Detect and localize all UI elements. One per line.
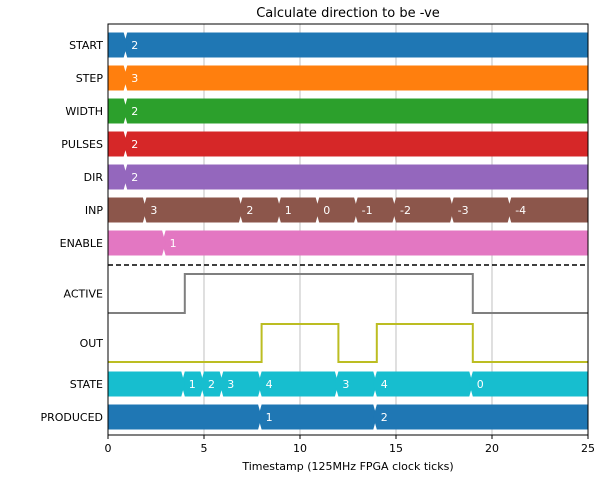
segment-value-label: 2 (131, 171, 138, 184)
segment-value-label: 1 (189, 378, 196, 391)
bus-segment-produced (258, 404, 377, 430)
bit-waveform-out (108, 323, 588, 363)
row-label-inp: INP (85, 204, 103, 217)
row-label-pulses: PULSES (61, 138, 103, 151)
bus-segment-step-initial (108, 65, 128, 91)
x-tick-label: 15 (389, 442, 403, 455)
bit-waveform-active (108, 273, 588, 314)
bus-segment-pulses (123, 131, 588, 157)
bus-segment-inp (507, 197, 588, 223)
bus-segment-inp (392, 197, 454, 223)
row-label-state: STATE (70, 378, 103, 391)
bus-segment-inp (238, 197, 281, 223)
segment-value-label: 3 (150, 204, 157, 217)
bus-segment-start (123, 32, 588, 58)
bus-segment-enable-initial (108, 230, 166, 256)
row-label-start: START (69, 39, 103, 52)
axes: 0 5 10 15 20 25 (105, 23, 595, 455)
segment-value-label: -3 (458, 204, 469, 217)
bus-segment-produced-initial (108, 404, 262, 430)
segment-value-label: 2 (131, 105, 138, 118)
row-label-produced: PRODUCED (40, 411, 103, 424)
segment-value-label: 1 (266, 411, 273, 424)
row-label-dir: DIR (84, 171, 104, 184)
x-axis-label: Timestamp (125MHz FPGA clock ticks) (241, 460, 453, 473)
bus-segment-inp (142, 197, 243, 223)
x-tick-label: 5 (201, 442, 208, 455)
chart-title: Calculate direction to be -ve (256, 6, 440, 21)
segment-value-label: 2 (381, 411, 388, 424)
segment-value-label: -2 (400, 204, 411, 217)
bus-segment-state (181, 371, 204, 397)
segment-value-label: 3 (342, 378, 349, 391)
segment-value-label: 2 (131, 138, 138, 151)
bus-segment-state (200, 371, 224, 397)
segment-value-label: 0 (323, 204, 330, 217)
bus-segment-inp (315, 197, 358, 223)
segment-value-label: 1 (285, 204, 292, 217)
bus-segment-dir (123, 164, 588, 190)
bus-segment-dir-initial (108, 164, 128, 190)
bus-segment-state (219, 371, 262, 397)
row-label-width: WIDTH (65, 105, 103, 118)
bus-segment-inp-initial (108, 197, 147, 223)
segment-value-label: 3 (227, 378, 234, 391)
x-tick-label: 25 (581, 442, 595, 455)
row-label-step: STEP (76, 72, 104, 85)
segment-value-label: 2 (246, 204, 253, 217)
row-label-active: ACTIVE (64, 288, 104, 301)
x-gridlines (203, 24, 493, 435)
segment-value-label: 4 (266, 378, 273, 391)
bus-segment-state (373, 371, 473, 397)
bus-segment-produced (373, 404, 588, 430)
bus-segment-state-initial (108, 371, 185, 397)
segment-value-label: 3 (131, 72, 138, 85)
bus-segment-state (258, 371, 339, 397)
bus-segment-state (469, 371, 588, 397)
x-tick-label: 0 (105, 442, 112, 455)
bus-segment-pulses-initial (108, 131, 128, 157)
bus-segment-step (123, 65, 588, 91)
bus-segment-width (123, 98, 588, 124)
segment-value-label: 2 (208, 378, 215, 391)
bus-segment-enable (162, 230, 588, 256)
bus-segment-state (334, 371, 377, 397)
bus-segment-inp (277, 197, 320, 223)
segment-value-label: -4 (515, 204, 526, 217)
segment-value-label: 4 (381, 378, 388, 391)
segment-value-label: 0 (477, 378, 484, 391)
x-tick-label: 10 (293, 442, 307, 455)
bus-segment-width-initial (108, 98, 128, 124)
segment-value-label: -1 (362, 204, 373, 217)
x-tick-label: 20 (485, 442, 499, 455)
bus-segment-inp (354, 197, 396, 223)
segment-value-label: 1 (170, 237, 177, 250)
row-label-out: OUT (80, 337, 104, 350)
row-label-enable: ENABLE (60, 237, 103, 250)
bus-segment-inp (450, 197, 512, 223)
plot-frame (107, 23, 589, 436)
segment-value-label: 2 (131, 39, 138, 52)
bus-segment-start-initial (108, 32, 128, 58)
